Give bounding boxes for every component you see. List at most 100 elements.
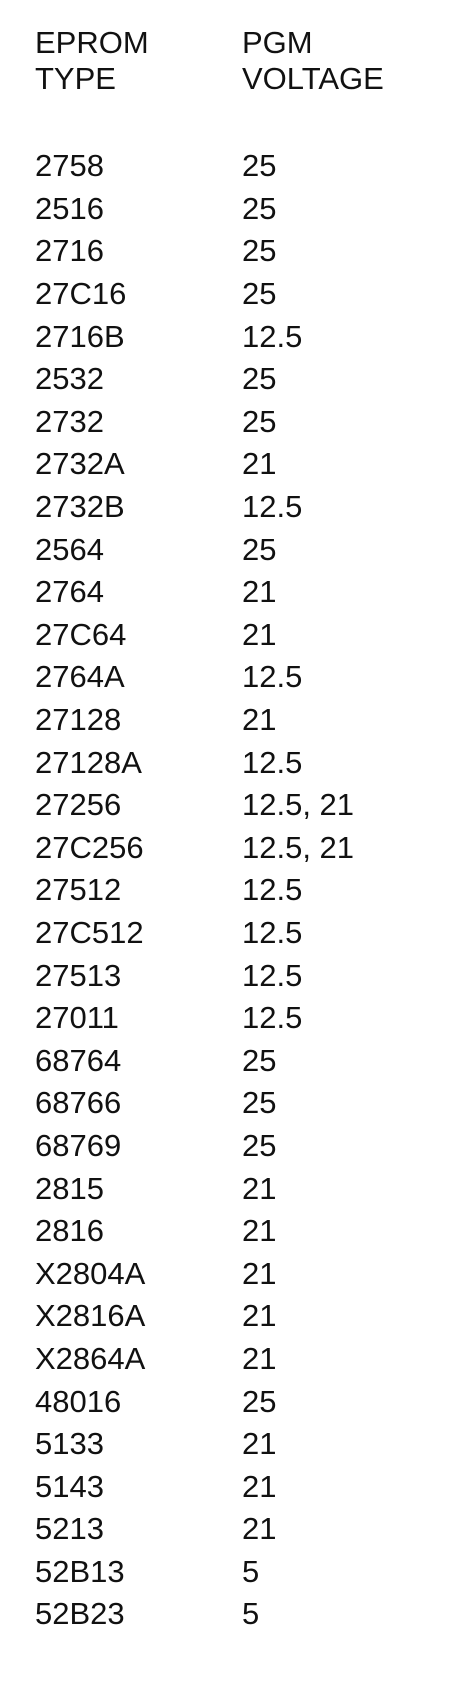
eprom-type-cell: 2532 <box>35 361 104 397</box>
eprom-type-cell: 2564 <box>35 531 104 567</box>
table-row: 68769 25 <box>35 1125 456 1168</box>
pgm-voltage-cell: 21 <box>242 1170 277 1206</box>
table-row: 48016 25 <box>35 1380 456 1423</box>
pgm-voltage-cell: 25 <box>242 148 277 184</box>
pgm-voltage-cell: 12.5 <box>242 489 303 525</box>
table-header: EPROM TYPE PGM VOLTAGE <box>35 25 456 115</box>
header-pgm-voltage: PGM VOLTAGE <box>242 25 452 97</box>
pgm-voltage-cell: 25 <box>242 233 277 269</box>
table-row: 2816 21 <box>35 1210 456 1253</box>
table-row: 2716 25 <box>35 230 456 273</box>
pgm-voltage-cell: 25 <box>242 276 277 312</box>
table-row: 27C256 12.5, 21 <box>35 827 456 870</box>
eprom-type-cell: 27512 <box>35 872 122 908</box>
pgm-voltage-cell: 12.5 <box>242 744 303 780</box>
pgm-voltage-cell: 21 <box>242 1511 277 1547</box>
table-row: 68764 25 <box>35 1039 456 1082</box>
eprom-type-cell: 68769 <box>35 1127 122 1163</box>
eprom-type-cell: 27513 <box>35 957 122 993</box>
eprom-type-cell: 2732B <box>35 489 125 525</box>
eprom-type-cell: 2732A <box>35 446 125 482</box>
pgm-voltage-cell: 12.5, 21 <box>242 787 355 823</box>
eprom-type-cell: 2764A <box>35 659 125 695</box>
header-type-line1: EPROM <box>35 25 149 60</box>
table-row: X2864A 21 <box>35 1338 456 1381</box>
eprom-type-cell: 27C256 <box>35 829 144 865</box>
table-row: 52B23 5 <box>35 1593 456 1636</box>
pgm-voltage-cell: 12.5 <box>242 957 303 993</box>
table-row: 27512 12.5 <box>35 869 456 912</box>
pgm-voltage-cell: 25 <box>242 190 277 226</box>
pgm-voltage-cell: 25 <box>242 361 277 397</box>
eprom-type-cell: 2732 <box>35 403 104 439</box>
header-voltage-line2: VOLTAGE <box>242 61 384 96</box>
header-eprom-type: EPROM TYPE <box>35 25 235 97</box>
table-row: 2815 21 <box>35 1167 456 1210</box>
eprom-type-cell: 27011 <box>35 1000 119 1036</box>
table-row: 2532 25 <box>35 358 456 401</box>
pgm-voltage-cell: 21 <box>242 616 277 652</box>
header-voltage-line1: PGM <box>242 25 313 60</box>
pgm-voltage-cell: 5 <box>242 1596 260 1632</box>
table-row: 2732A 21 <box>35 443 456 486</box>
table-row: 27C16 25 <box>35 273 456 316</box>
eprom-type-cell: 48016 <box>35 1383 122 1419</box>
table-row: 2764A 12.5 <box>35 656 456 699</box>
pgm-voltage-cell: 25 <box>242 1042 277 1078</box>
table-row: 5133 21 <box>35 1423 456 1466</box>
pgm-voltage-cell: 21 <box>242 1468 277 1504</box>
eprom-type-cell: 27C64 <box>35 616 127 652</box>
eprom-type-cell: 2716B <box>35 318 125 354</box>
table-row: 5143 21 <box>35 1465 456 1508</box>
table-row: 27128A 12.5 <box>35 741 456 784</box>
pgm-voltage-cell: 12.5, 21 <box>242 829 355 865</box>
eprom-type-cell: X2816A <box>35 1298 146 1334</box>
pgm-voltage-cell: 21 <box>242 1340 277 1376</box>
header-type-line2: TYPE <box>35 61 116 96</box>
table-row: 27C512 12.5 <box>35 912 456 955</box>
eprom-type-cell: 27C16 <box>35 276 127 312</box>
pgm-voltage-cell: 21 <box>242 574 277 610</box>
pgm-voltage-cell: 21 <box>242 1298 277 1334</box>
table-body: 2758 25 2516 25 2716 25 27C16 25 2716B 12.5 2532 25… <box>35 145 456 1636</box>
eprom-type-cell: 52B23 <box>35 1596 125 1632</box>
table-row: X2816A 21 <box>35 1295 456 1338</box>
eprom-type-cell: 68766 <box>35 1085 122 1121</box>
pgm-voltage-cell: 12.5 <box>242 659 303 695</box>
pgm-voltage-cell: 12.5 <box>242 914 303 950</box>
pgm-voltage-cell: 25 <box>242 1085 277 1121</box>
pgm-voltage-cell: 25 <box>242 1127 277 1163</box>
eprom-type-cell: 2758 <box>35 148 104 184</box>
pgm-voltage-cell: 25 <box>242 531 277 567</box>
pgm-voltage-cell: 12.5 <box>242 1000 303 1036</box>
eprom-type-cell: 5213 <box>35 1511 104 1547</box>
pgm-voltage-cell: 12.5 <box>242 872 303 908</box>
eprom-type-cell: 2716 <box>35 233 104 269</box>
pgm-voltage-cell: 21 <box>242 1426 277 1462</box>
table-row: 2764 21 <box>35 571 456 614</box>
eprom-type-cell: 68764 <box>35 1042 122 1078</box>
table-row: 5213 21 <box>35 1508 456 1551</box>
pgm-voltage-cell: 21 <box>242 1213 277 1249</box>
eprom-type-cell: 27128A <box>35 744 142 780</box>
table-row: 2758 25 <box>35 145 456 188</box>
pgm-voltage-cell: 25 <box>242 1383 277 1419</box>
eprom-type-cell: 52B13 <box>35 1553 125 1589</box>
pgm-voltage-cell: 21 <box>242 446 277 482</box>
pgm-voltage-cell: 21 <box>242 1255 277 1291</box>
table-row: 27011 12.5 <box>35 997 456 1040</box>
table-row: 68766 25 <box>35 1082 456 1125</box>
eprom-type-cell: X2864A <box>35 1340 146 1376</box>
table-row: 2732B 12.5 <box>35 486 456 529</box>
table-row: 52B13 5 <box>35 1551 456 1594</box>
eprom-type-cell: 2516 <box>35 190 104 226</box>
table-row: X2804A 21 <box>35 1252 456 1295</box>
eprom-type-cell: 27128 <box>35 702 122 738</box>
eprom-type-cell: 27C512 <box>35 914 144 950</box>
eprom-type-cell: 2764 <box>35 574 104 610</box>
pgm-voltage-cell: 5 <box>242 1553 260 1589</box>
table-row: 27256 12.5, 21 <box>35 784 456 827</box>
table-row: 2516 25 <box>35 188 456 231</box>
table-row: 2716B 12.5 <box>35 315 456 358</box>
